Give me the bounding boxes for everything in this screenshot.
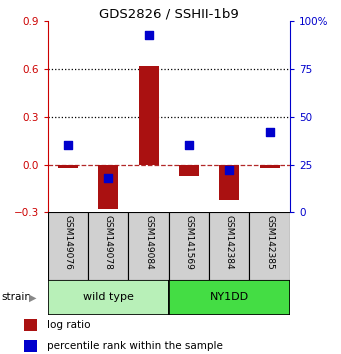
Bar [260,165,280,168]
Bar [219,165,239,200]
Point [226,167,232,173]
Point [267,129,272,135]
Text: GSM142385: GSM142385 [265,215,274,270]
Text: GSM141569: GSM141569 [184,215,193,270]
Text: GSM149076: GSM149076 [63,215,72,270]
Text: percentile rank within the sample: percentile rank within the sample [47,341,223,351]
Bar [48,280,169,315]
Text: NY1DD: NY1DD [210,292,249,302]
Bar [24,341,37,352]
Bar [24,319,37,331]
Bar [138,66,159,165]
Bar [58,165,78,168]
Bar [88,212,129,280]
Point [105,175,111,181]
Text: GSM142384: GSM142384 [225,215,234,270]
Point [186,143,192,148]
Point [65,143,71,148]
Bar [209,212,250,280]
Text: GSM149078: GSM149078 [104,215,113,270]
Text: log ratio: log ratio [47,320,90,330]
Title: GDS2826 / SSHII-1b9: GDS2826 / SSHII-1b9 [99,7,239,20]
Bar [169,212,209,280]
Bar [98,165,118,209]
Bar [179,165,199,176]
Bar [129,212,169,280]
Point [146,32,151,38]
Text: GSM149084: GSM149084 [144,215,153,270]
Bar [48,212,88,280]
Text: wild type: wild type [83,292,134,302]
Bar [250,212,290,280]
Text: strain: strain [2,292,32,302]
Bar [169,280,290,315]
Text: ▶: ▶ [29,292,36,302]
